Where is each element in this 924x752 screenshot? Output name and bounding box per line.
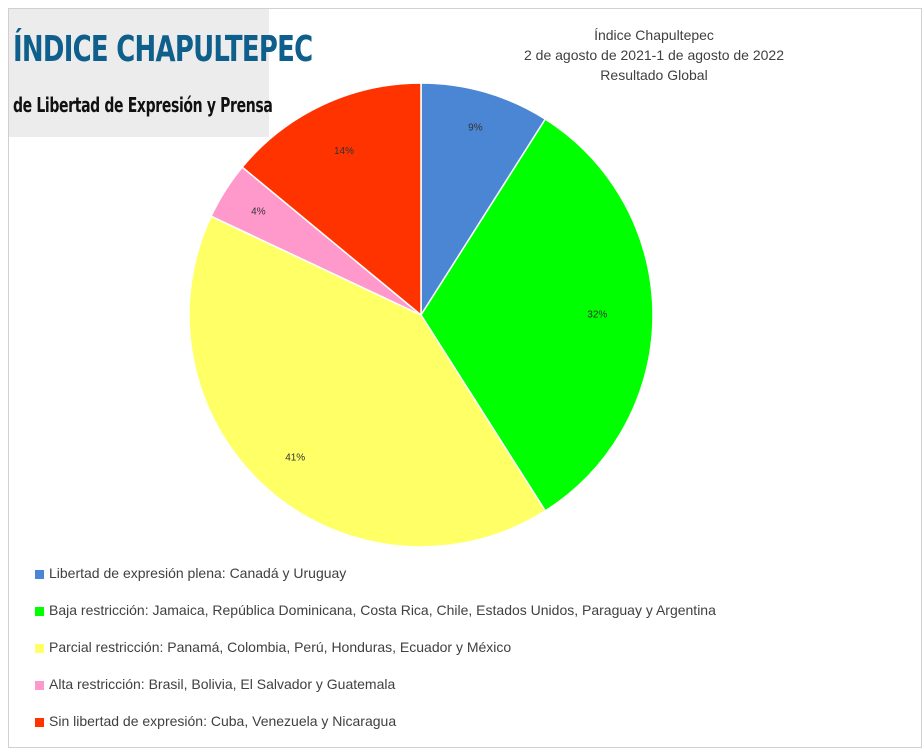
legend-swatch bbox=[35, 570, 44, 579]
legend-item-3: Parcial restricción: Panamá, Colombia, P… bbox=[35, 639, 716, 676]
chart-legend: Libertad de expresión plena: Canadá y Ur… bbox=[35, 565, 716, 750]
pie-data-label-5: 14% bbox=[334, 146, 354, 157]
legend-swatch bbox=[35, 644, 44, 653]
legend-swatch bbox=[35, 718, 44, 727]
pie-data-label-2: 32% bbox=[587, 310, 607, 321]
legend-swatch bbox=[35, 681, 44, 690]
pie-chart: 9% 32% 41% 4% 14% bbox=[9, 9, 921, 569]
legend-label: Alta restricción: Brasil, Bolivia, El Sa… bbox=[49, 676, 395, 692]
legend-label: Baja restricción: Jamaica, República Dom… bbox=[49, 602, 716, 618]
legend-swatch bbox=[35, 607, 44, 616]
pie-data-label-4: 4% bbox=[251, 206, 266, 217]
chart-frame: ÍNDICE CHAPULTEPEC de Libertad de Expres… bbox=[8, 8, 922, 748]
legend-label: Libertad de expresión plena: Canadá y Ur… bbox=[49, 565, 346, 581]
pie-data-label-3: 41% bbox=[285, 452, 305, 463]
legend-item-4: Alta restricción: Brasil, Bolivia, El Sa… bbox=[35, 676, 716, 713]
legend-label: Sin libertad de expresión: Cuba, Venezue… bbox=[49, 713, 396, 729]
legend-item-5: Sin libertad de expresión: Cuba, Venezue… bbox=[35, 713, 716, 750]
legend-item-1: Libertad de expresión plena: Canadá y Ur… bbox=[35, 565, 716, 602]
pie-data-label-1: 9% bbox=[468, 123, 483, 134]
legend-label: Parcial restricción: Panamá, Colombia, P… bbox=[49, 639, 511, 655]
legend-item-2: Baja restricción: Jamaica, República Dom… bbox=[35, 602, 716, 639]
